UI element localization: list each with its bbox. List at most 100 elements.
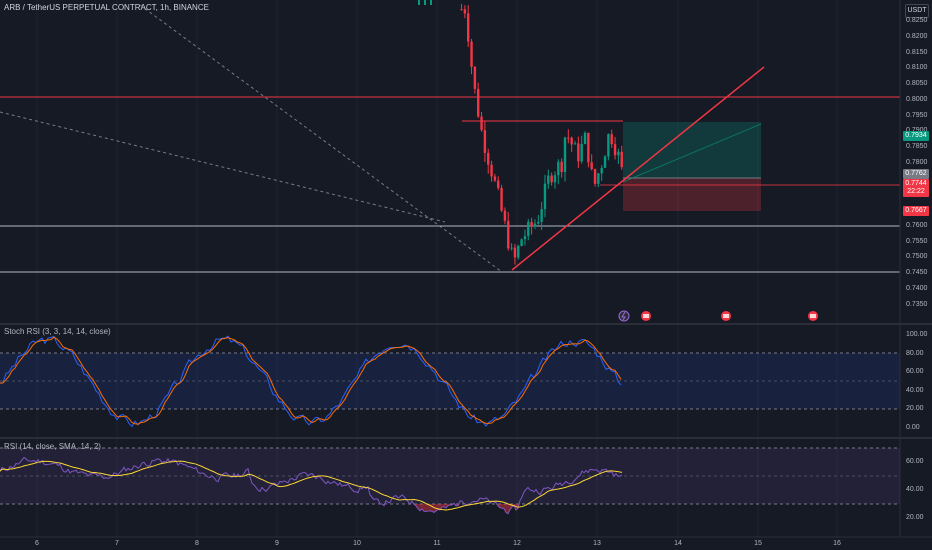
candle-body <box>517 245 520 258</box>
candle-body <box>613 144 617 156</box>
candle-body <box>557 161 560 176</box>
price-axis-label: 0.8000 <box>906 95 928 103</box>
candle-body <box>480 116 483 131</box>
currency-button[interactable]: USDT <box>905 4 929 18</box>
candle-body <box>460 9 463 11</box>
stoch-rsi-title[interactable]: Stoch RSI (3, 3, 14, 14, close) <box>4 327 111 336</box>
price-axis-label: 0.7400 <box>906 284 928 292</box>
price-axis-label: 0.7600 <box>906 221 928 229</box>
candle-body <box>537 221 540 224</box>
candle-body <box>470 41 473 67</box>
candle-body <box>510 247 513 249</box>
stoch-axis-label: 80.00 <box>906 349 924 357</box>
candle-body <box>590 162 593 170</box>
price-axis-label: 0.8050 <box>906 80 928 87</box>
stoch-axis-label: 0.00 <box>906 424 920 431</box>
position-stop-zone[interactable] <box>623 178 761 211</box>
candle-body <box>513 247 517 258</box>
candle-body <box>473 66 477 89</box>
candle-body <box>477 88 480 117</box>
earnings-icon[interactable] <box>808 311 818 321</box>
stoch-rsi-pane[interactable] <box>0 335 900 428</box>
position-profit-diagonal <box>622 123 762 183</box>
candle-body <box>527 221 530 237</box>
candle-body <box>483 130 487 153</box>
candle-body <box>607 134 610 157</box>
candle-body <box>467 13 470 42</box>
price-axis-label: 0.7900 <box>906 127 927 134</box>
stoch-axis-label: 20.00 <box>906 405 924 413</box>
time-axis-label: 14 <box>674 540 682 547</box>
price-axis-label: 0.7550 <box>906 237 928 245</box>
candle-body <box>540 209 543 222</box>
rsi-ma-line <box>0 460 623 511</box>
rsi-title[interactable]: RSI (14, close, SMA, 14, 2) <box>4 442 101 451</box>
lightning-icon[interactable] <box>618 310 630 322</box>
time-axis-label: 11 <box>433 540 441 547</box>
candle-body <box>490 164 493 177</box>
candle-body <box>577 143 580 162</box>
candle-body <box>500 187 503 211</box>
rsi-axis-label: 60.00 <box>906 458 924 465</box>
candle-body <box>573 143 577 145</box>
time-axis-label: 12 <box>513 540 521 547</box>
candle-body <box>533 223 537 227</box>
rsi-oversold-fill <box>378 504 520 514</box>
candle-body <box>503 210 507 221</box>
price-tag: 0.7762 <box>903 169 929 179</box>
candle-body <box>603 156 607 168</box>
candle-body <box>553 175 557 183</box>
earnings-icon[interactable] <box>641 311 651 321</box>
time-axis-label: 16 <box>833 540 841 547</box>
price-axis-label: 0.7950 <box>906 111 928 119</box>
candle-body <box>463 9 467 14</box>
candle-body <box>563 137 567 173</box>
price-axis-label: 0.7450 <box>906 269 928 276</box>
symbol-title[interactable]: ARB / TetherUS PERPETUAL CONTRACT, 1h, B… <box>4 3 209 12</box>
stoch-k-line <box>0 335 622 428</box>
candle-body <box>507 220 510 249</box>
price-tag: 0.7667 <box>903 206 929 216</box>
candle-body <box>424 0 426 5</box>
stoch-axis-label: 40.00 <box>906 386 924 394</box>
position-target-zone[interactable] <box>623 122 761 178</box>
earnings-icon[interactable] <box>721 311 731 321</box>
price-tag: 0.7744 <box>903 179 929 189</box>
candle-body <box>487 152 490 165</box>
main-price-pane[interactable] <box>0 0 900 322</box>
time-axis-label: 13 <box>593 540 601 547</box>
price-axis-label: 0.8250 <box>906 17 928 24</box>
candle-body <box>430 0 432 5</box>
candle-body <box>493 176 497 181</box>
price-tag: 22:22 <box>903 187 929 197</box>
stoch-d-line <box>0 336 622 425</box>
candle-body <box>580 143 583 162</box>
time-axis-label: 9 <box>275 540 279 547</box>
candle-body <box>497 180 500 188</box>
stoch-axis-label: 100.00 <box>906 331 928 338</box>
candle-body <box>530 221 533 227</box>
candle-body <box>547 175 550 184</box>
candle-body <box>570 137 573 145</box>
candle-body <box>583 132 587 144</box>
candle-body <box>597 173 600 184</box>
candle-body <box>543 183 547 210</box>
candle-body <box>593 169 597 184</box>
price-axis-label: 0.8200 <box>906 32 928 40</box>
price-axis-label: 0.7500 <box>906 253 928 261</box>
price-axis-label: 0.7800 <box>906 158 928 166</box>
candle-body <box>560 161 563 173</box>
rsi-pane[interactable] <box>0 447 900 515</box>
dashed-trendline-2[interactable] <box>0 111 446 223</box>
candle-body <box>610 134 613 145</box>
price-axis-label: 0.8100 <box>906 64 928 72</box>
time-axis-label: 7 <box>115 540 119 547</box>
rsi-axis-label: 20.00 <box>906 514 924 521</box>
time-axis-label: 6 <box>35 540 39 547</box>
upward-trendline[interactable] <box>511 66 765 271</box>
time-axis-label: 8 <box>195 540 199 547</box>
dashed-trendline-1[interactable] <box>139 4 503 273</box>
candle-body <box>567 137 570 139</box>
candle-body <box>520 239 523 246</box>
